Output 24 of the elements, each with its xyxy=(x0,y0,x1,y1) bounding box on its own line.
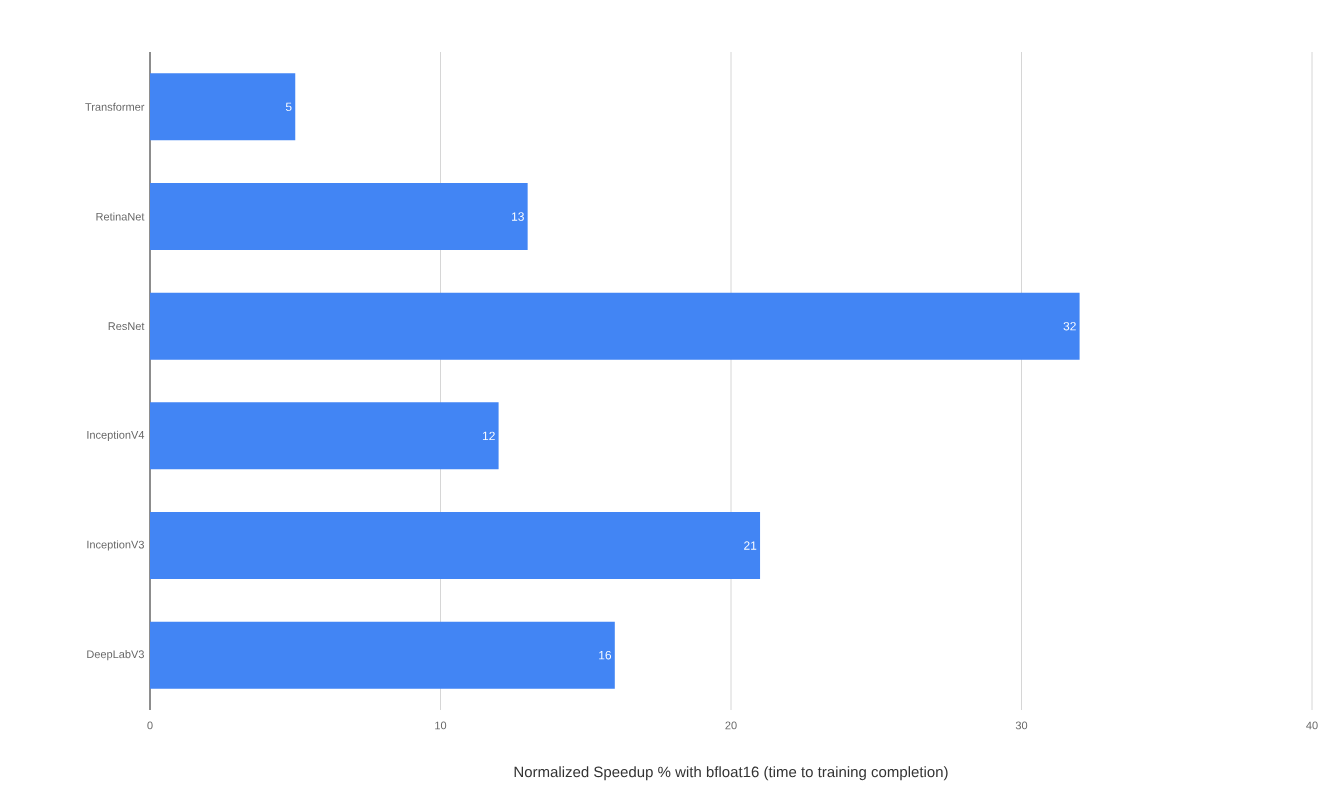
bar xyxy=(150,621,615,689)
y-tick-label: Transformer xyxy=(85,102,145,111)
y-tick-label: InceptionV4 xyxy=(87,430,145,441)
data-label: 13 xyxy=(512,212,524,221)
data-label: 32 xyxy=(1063,321,1076,331)
y-tick-label: InceptionV3 xyxy=(87,540,144,551)
x-tick-label: 0 xyxy=(147,721,153,730)
data-label: 16 xyxy=(599,650,612,660)
y-tick-label: ResNet xyxy=(108,322,145,331)
x-tick-label: 10 xyxy=(435,721,447,730)
data-label: 12 xyxy=(482,431,495,441)
x-axis-title: Normalized Speedup % with bfloat16 (time to training completion) xyxy=(514,766,948,781)
x-tick-label: 20 xyxy=(725,721,737,730)
x-tick-label: 30 xyxy=(1015,721,1028,730)
bar xyxy=(150,292,1080,360)
y-tick-label: RetinaNet xyxy=(96,212,145,221)
bar xyxy=(150,183,528,250)
bar xyxy=(150,512,761,580)
data-label: 21 xyxy=(744,541,757,550)
x-tick-label: 40 xyxy=(1306,721,1318,730)
bar xyxy=(150,402,499,470)
y-tick-label: DeepLabV3 xyxy=(87,650,144,661)
bar xyxy=(150,73,296,141)
data-label: 5 xyxy=(285,102,292,112)
